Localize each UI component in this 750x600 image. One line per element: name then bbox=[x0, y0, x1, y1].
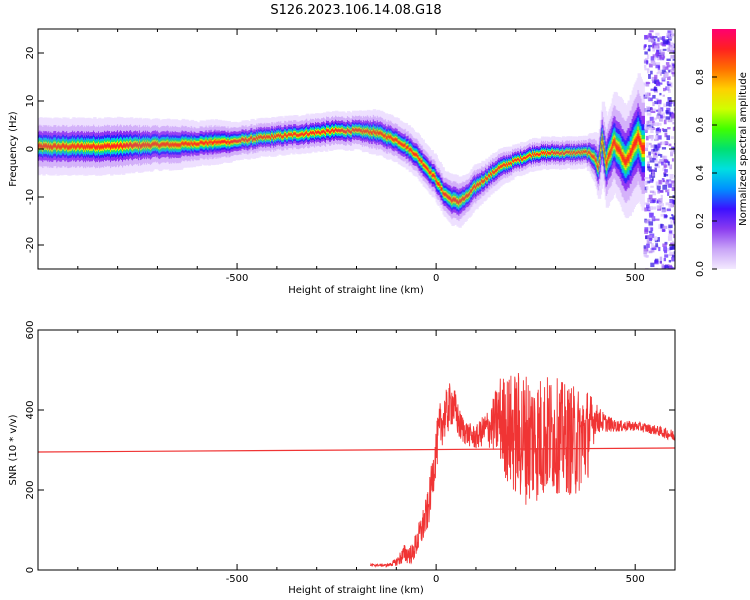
figure-title: S126.2023.106.14.08.G18 bbox=[270, 3, 441, 18]
spectrogram-marks bbox=[38, 29, 675, 269]
